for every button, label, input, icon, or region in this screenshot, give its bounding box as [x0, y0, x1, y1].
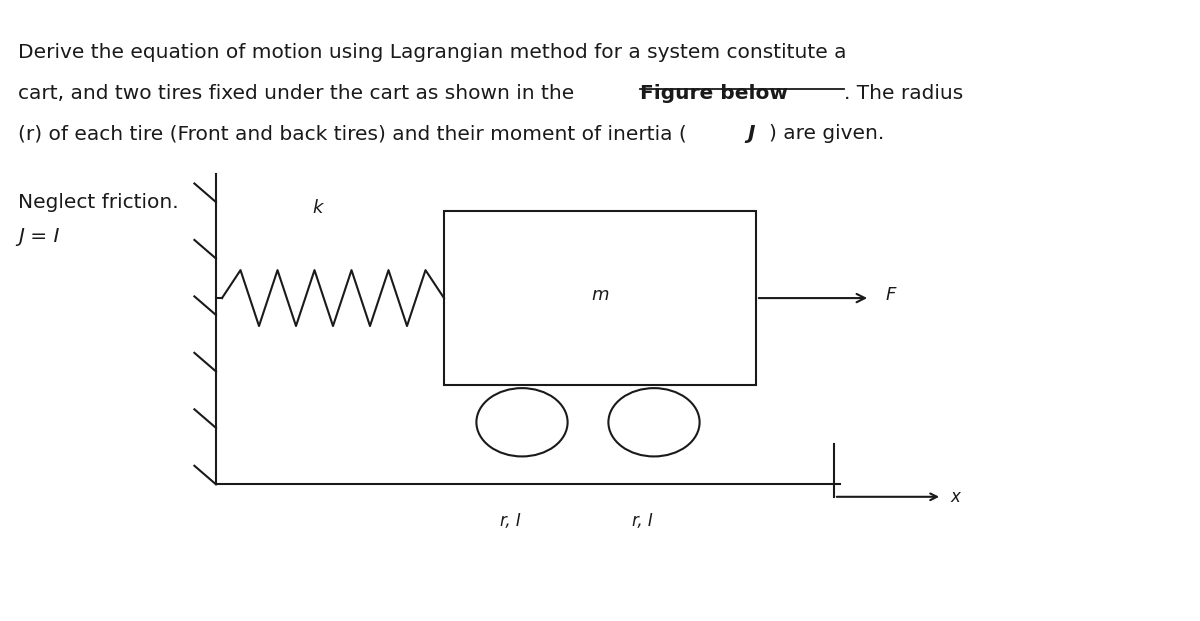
Text: r, I: r, I — [499, 512, 521, 530]
Text: ) are given.: ) are given. — [769, 124, 884, 143]
Text: F: F — [886, 286, 896, 304]
Text: . The radius: . The radius — [844, 84, 962, 103]
Text: k: k — [313, 199, 323, 217]
Text: r, I: r, I — [631, 512, 653, 530]
Text: x: x — [950, 488, 960, 505]
Text: m: m — [592, 286, 608, 304]
Text: Figure below: Figure below — [641, 84, 788, 103]
Text: Derive the equation of motion using Lagrangian method for a system constitute a: Derive the equation of motion using Lagr… — [18, 43, 846, 63]
Text: J = I: J = I — [18, 227, 59, 246]
Text: Neglect friction.: Neglect friction. — [18, 193, 179, 212]
Text: cart, and two tires fixed under the cart as shown in the: cart, and two tires fixed under the cart… — [18, 84, 581, 103]
Text: J: J — [748, 124, 755, 143]
Text: (r) of each tire (Front and back tires) and their moment of inertia (: (r) of each tire (Front and back tires) … — [18, 124, 686, 143]
Bar — [444, 211, 756, 385]
